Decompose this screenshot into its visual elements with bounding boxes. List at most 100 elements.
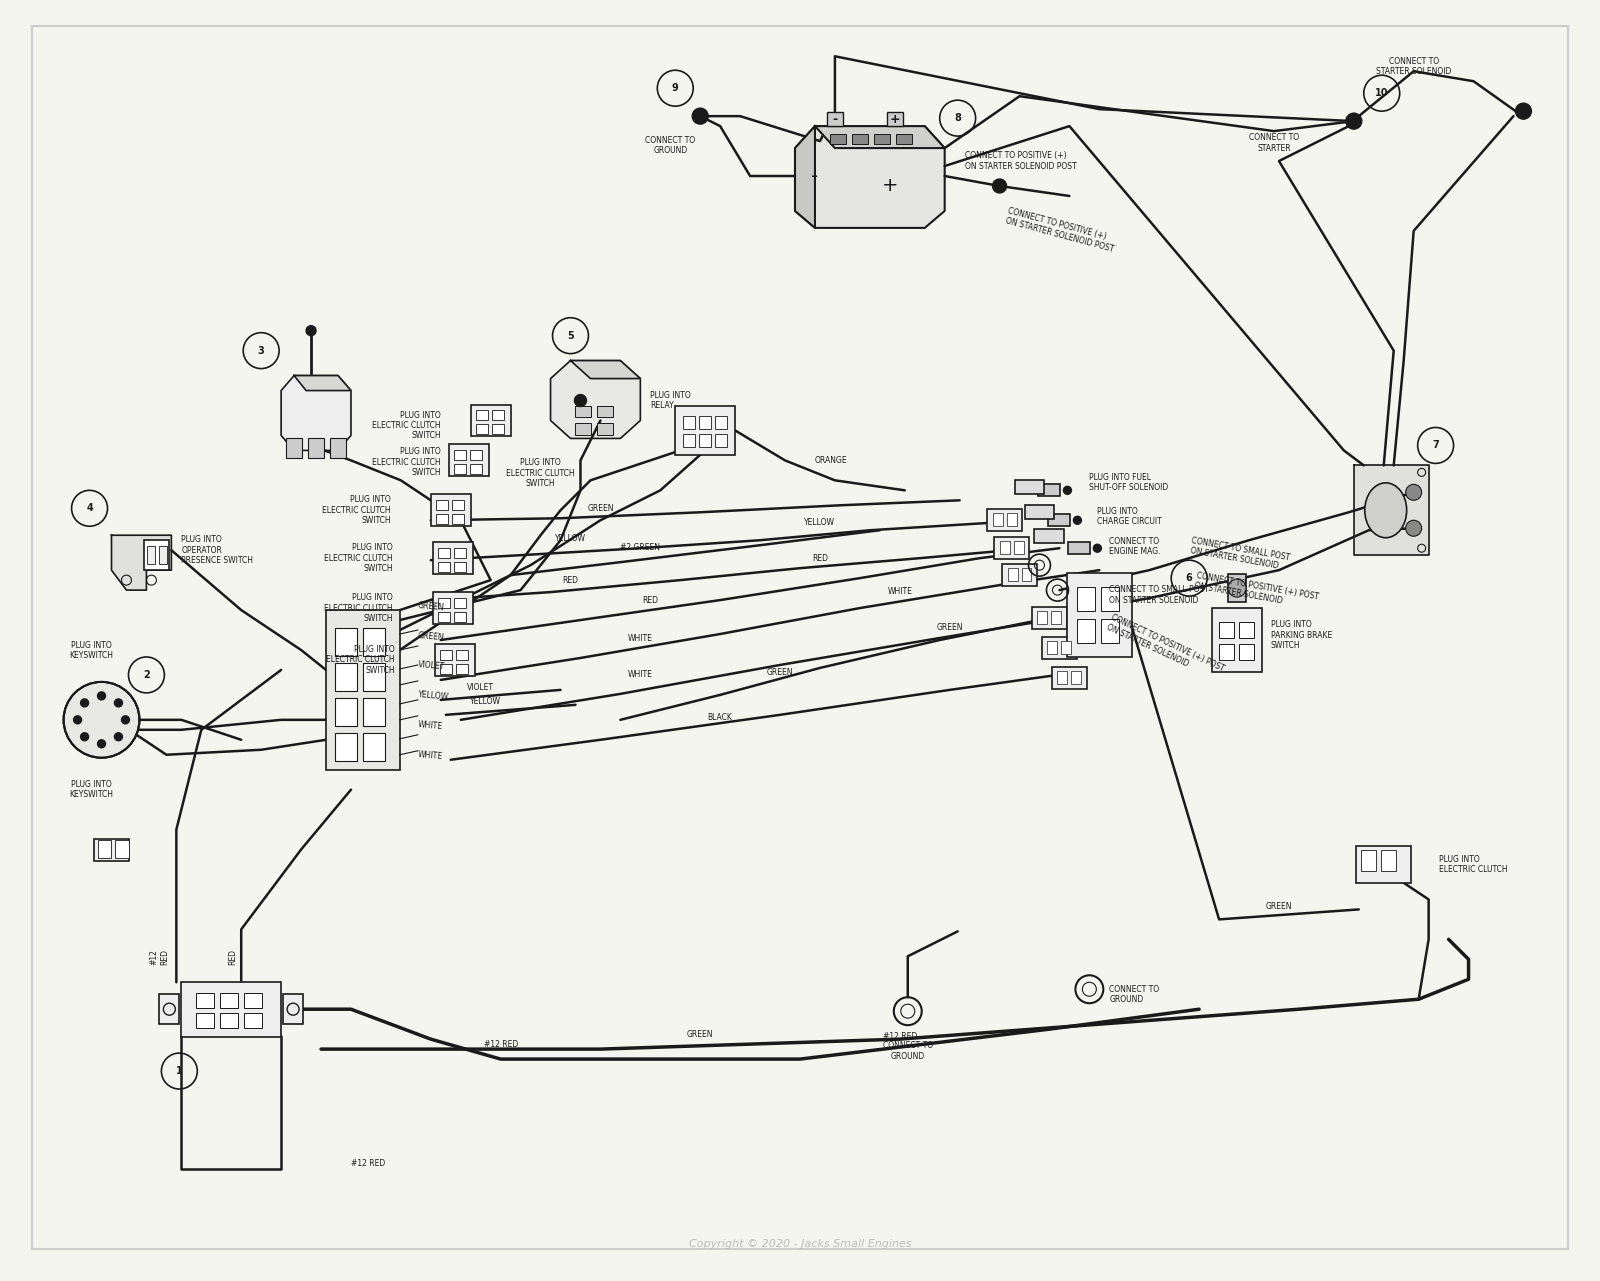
Text: GREEN: GREEN	[686, 1030, 714, 1039]
Text: 9: 9	[672, 83, 678, 94]
Bar	[1051, 667, 1086, 689]
Bar	[1042, 637, 1077, 658]
Circle shape	[1074, 516, 1082, 524]
Bar	[1002, 564, 1037, 587]
Bar	[475, 424, 488, 434]
Bar	[221, 993, 238, 1008]
Text: #12 RED: #12 RED	[483, 1040, 518, 1049]
Bar	[221, 1013, 238, 1029]
Bar	[98, 839, 112, 857]
Text: CONNECT TO POSITIVE (+)
ON STARTER SOLENOID POST: CONNECT TO POSITIVE (+) ON STARTER SOLEN…	[1005, 206, 1117, 254]
Circle shape	[74, 716, 82, 724]
Text: CONNECT TO SMALL POST
ON STARTER SOLENOID: CONNECT TO SMALL POST ON STARTER SOLENOI…	[1109, 585, 1210, 605]
Bar	[683, 434, 696, 447]
Bar	[115, 839, 130, 857]
Bar	[699, 416, 710, 429]
Bar	[309, 438, 325, 459]
Bar	[1051, 611, 1061, 624]
Bar	[454, 598, 466, 608]
Text: PLUG INTO
ELECTRIC CLUTCH
SWITCH: PLUG INTO ELECTRIC CLUTCH SWITCH	[325, 543, 394, 573]
Polygon shape	[112, 535, 171, 591]
Bar	[1101, 587, 1120, 611]
Bar	[1058, 671, 1067, 684]
Bar	[987, 510, 1022, 532]
Text: 7: 7	[1432, 441, 1438, 451]
Text: CONNECT TO
STARTER: CONNECT TO STARTER	[1250, 133, 1299, 152]
Text: WHITE: WHITE	[418, 751, 443, 761]
Text: ORANGE: ORANGE	[814, 456, 848, 465]
Bar	[683, 416, 696, 429]
Text: CONNECT TO
GROUND: CONNECT TO GROUND	[883, 1041, 933, 1061]
Bar	[874, 135, 890, 143]
Bar	[454, 612, 466, 623]
Bar	[456, 664, 467, 674]
Bar	[851, 135, 867, 143]
Text: GREEN: GREEN	[418, 601, 445, 612]
Text: 2: 2	[142, 670, 150, 680]
Text: WHITE: WHITE	[888, 587, 912, 596]
Text: PLUG INTO
CHARGE CIRCUIT: PLUG INTO CHARGE CIRCUIT	[1098, 506, 1162, 526]
Text: +: +	[882, 177, 898, 196]
Text: 8: 8	[954, 113, 962, 123]
Bar	[440, 664, 451, 674]
Bar	[576, 406, 592, 418]
Bar	[438, 598, 450, 608]
Text: #12 RED: #12 RED	[350, 1159, 386, 1168]
Polygon shape	[282, 375, 350, 451]
Bar	[435, 514, 448, 524]
Text: YELLOW: YELLOW	[805, 519, 835, 528]
Bar	[1381, 849, 1395, 871]
Text: PLUG INTO
ELECTRIC CLUTCH
SWITCH: PLUG INTO ELECTRIC CLUTCH SWITCH	[326, 646, 395, 675]
Bar	[1048, 640, 1058, 655]
Bar	[675, 406, 734, 456]
Text: CONNECT TO
ENGINE MAG.: CONNECT TO ENGINE MAG.	[1109, 537, 1162, 556]
Bar	[1238, 623, 1254, 638]
Circle shape	[1346, 113, 1362, 129]
Text: RED: RED	[811, 555, 827, 564]
Circle shape	[115, 733, 123, 740]
Circle shape	[1515, 104, 1531, 119]
Text: 10: 10	[1374, 88, 1389, 99]
Bar	[1238, 644, 1254, 660]
Circle shape	[1229, 579, 1246, 597]
Bar	[432, 592, 472, 624]
Bar	[363, 664, 386, 690]
Text: 1: 1	[176, 1066, 182, 1076]
Bar	[1101, 619, 1120, 643]
Bar	[363, 733, 386, 761]
Bar	[454, 451, 466, 460]
Text: PLUG INTO
ELECTRIC CLUTCH
SWITCH: PLUG INTO ELECTRIC CLUTCH SWITCH	[322, 496, 390, 525]
Circle shape	[115, 699, 123, 707]
Bar	[1072, 671, 1082, 684]
Text: 3: 3	[258, 346, 264, 356]
Bar	[576, 424, 592, 436]
Text: CONNECT TO POSITIVE (+) POST
ON STARTER SOLENOID: CONNECT TO POSITIVE (+) POST ON STARTER …	[1194, 571, 1320, 611]
Text: PLUG INTO FUEL
SHUT-OFF SOLENOID: PLUG INTO FUEL SHUT-OFF SOLENOID	[1090, 473, 1168, 492]
Bar	[438, 548, 450, 559]
Text: RED: RED	[642, 596, 658, 605]
Bar	[430, 494, 470, 526]
Text: CONNECT TO
STARTER SOLENOID: CONNECT TO STARTER SOLENOID	[1376, 56, 1451, 77]
Bar	[1032, 607, 1067, 629]
Bar	[491, 424, 504, 434]
Bar	[197, 1013, 214, 1029]
Bar	[470, 465, 482, 474]
Bar	[992, 514, 1003, 526]
Text: #12 RED: #12 RED	[883, 1032, 917, 1041]
Circle shape	[80, 699, 88, 707]
Polygon shape	[550, 361, 640, 438]
Bar	[1013, 541, 1024, 555]
Polygon shape	[1354, 465, 1429, 555]
Bar	[1000, 541, 1010, 555]
Bar	[1038, 484, 1061, 496]
Text: WHITE: WHITE	[418, 720, 443, 731]
Bar	[470, 405, 510, 437]
Bar	[1067, 573, 1131, 657]
Text: 5: 5	[566, 330, 574, 341]
Bar	[432, 542, 472, 574]
Bar	[1219, 623, 1234, 638]
Text: YELLOW: YELLOW	[470, 697, 501, 706]
Bar	[1213, 607, 1262, 673]
Bar	[286, 438, 302, 459]
Circle shape	[122, 716, 130, 724]
